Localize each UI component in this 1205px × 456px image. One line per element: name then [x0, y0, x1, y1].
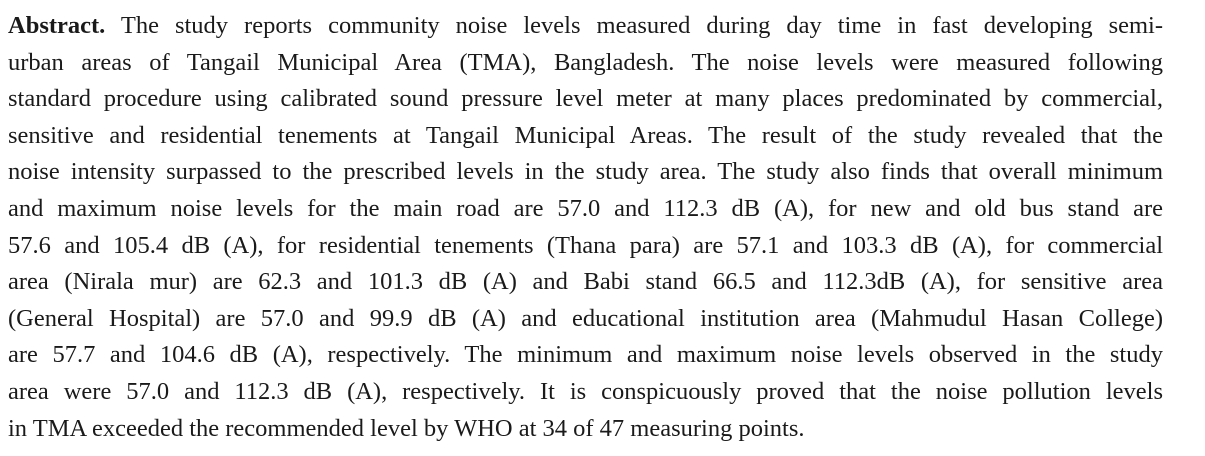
abstract-line: standard procedure using calibrated soun…: [8, 85, 1163, 113]
abstract-line: area (Nirala mur) are 62.3 and 101.3 dB …: [8, 268, 1163, 296]
abstract-line: noise intensity surpassed to the prescri…: [8, 158, 1163, 186]
abstract-line: 57.6 and 105.4 dB (A), for residential t…: [8, 231, 1163, 259]
abstract-line: (General Hospital) are 57.0 and 99.9 dB …: [8, 304, 1163, 332]
abstract-line: Abstract. The study reports community no…: [8, 8, 1163, 45]
abstract-line: urban areas of Tangail Municipal Area (T…: [8, 48, 1163, 76]
abstract-paragraph: Abstract. The study reports community no…: [8, 8, 1163, 447]
abstract-line: are 57.7 and 104.6 dB (A), respectively.…: [8, 341, 1163, 369]
abstract-text: The study reports community noise levels…: [105, 12, 1163, 39]
abstract-line: area were 57.0 and 112.3 dB (A), respect…: [8, 377, 1163, 405]
abstract-line: sensitive and residential tenements at T…: [8, 121, 1163, 149]
abstract-label: Abstract.: [8, 12, 106, 39]
abstract-line: in TMA exceeded the recommended level by…: [8, 414, 805, 442]
abstract-line: and maximum noise levels for the main ro…: [8, 194, 1163, 222]
